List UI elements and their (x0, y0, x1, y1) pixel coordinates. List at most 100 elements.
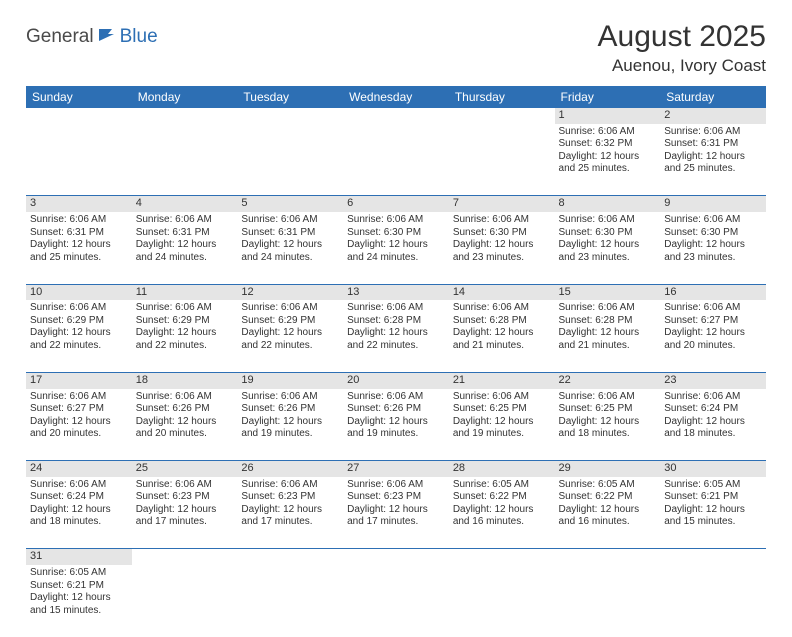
daynum-row: 12 (26, 108, 766, 124)
daylight-text: Daylight: 12 hours and 20 minutes. (136, 416, 234, 441)
sunset-text: Sunset: 6:31 PM (664, 138, 762, 151)
sunset-text: Sunset: 6:32 PM (559, 138, 657, 151)
daylight-text: Daylight: 12 hours and 24 minutes. (241, 239, 339, 264)
sunset-text: Sunset: 6:28 PM (453, 315, 551, 328)
sunset-text: Sunset: 6:28 PM (347, 315, 445, 328)
week-row: Sunrise: 6:05 AMSunset: 6:21 PMDaylight:… (26, 565, 766, 637)
sunset-text: Sunset: 6:25 PM (559, 403, 657, 416)
month-title: August 2025 (598, 20, 766, 54)
day-number-cell: 14 (449, 284, 555, 300)
day-cell: Sunrise: 6:06 AMSunset: 6:27 PMDaylight:… (26, 389, 132, 461)
sunset-text: Sunset: 6:30 PM (559, 227, 657, 240)
sunset-text: Sunset: 6:26 PM (347, 403, 445, 416)
daylight-text: Daylight: 12 hours and 23 minutes. (453, 239, 551, 264)
day-cell: Sunrise: 6:06 AMSunset: 6:23 PMDaylight:… (237, 477, 343, 549)
sunrise-text: Sunrise: 6:06 AM (559, 126, 657, 139)
daylight-text: Daylight: 12 hours and 23 minutes. (664, 239, 762, 264)
sunset-text: Sunset: 6:29 PM (136, 315, 234, 328)
day-cell: Sunrise: 6:06 AMSunset: 6:28 PMDaylight:… (449, 300, 555, 372)
day-number-cell: 1 (555, 108, 661, 124)
sunrise-text: Sunrise: 6:06 AM (30, 302, 128, 315)
daylight-text: Daylight: 12 hours and 22 minutes. (30, 327, 128, 352)
day-number-cell (660, 549, 766, 565)
sunrise-text: Sunrise: 6:05 AM (453, 479, 551, 492)
sunrise-text: Sunrise: 6:06 AM (347, 214, 445, 227)
day-cell (237, 124, 343, 196)
sunset-text: Sunset: 6:23 PM (347, 491, 445, 504)
day-cell: Sunrise: 6:06 AMSunset: 6:24 PMDaylight:… (26, 477, 132, 549)
day-cell: Sunrise: 6:05 AMSunset: 6:21 PMDaylight:… (26, 565, 132, 637)
day-number-cell: 12 (237, 284, 343, 300)
daylight-text: Daylight: 12 hours and 25 minutes. (559, 151, 657, 176)
sunrise-text: Sunrise: 6:06 AM (241, 391, 339, 404)
day-cell (237, 565, 343, 637)
day-cell (132, 565, 238, 637)
sunset-text: Sunset: 6:23 PM (241, 491, 339, 504)
day-cell: Sunrise: 6:06 AMSunset: 6:30 PMDaylight:… (343, 212, 449, 284)
sunset-text: Sunset: 6:30 PM (453, 227, 551, 240)
week-row: Sunrise: 6:06 AMSunset: 6:27 PMDaylight:… (26, 389, 766, 461)
daylight-text: Daylight: 12 hours and 17 minutes. (241, 504, 339, 529)
day-cell: Sunrise: 6:06 AMSunset: 6:29 PMDaylight:… (26, 300, 132, 372)
day-number-cell: 17 (26, 372, 132, 388)
sunrise-text: Sunrise: 6:06 AM (559, 214, 657, 227)
day-number-cell: 21 (449, 372, 555, 388)
day-cell: Sunrise: 6:06 AMSunset: 6:27 PMDaylight:… (660, 300, 766, 372)
daylight-text: Daylight: 12 hours and 18 minutes. (30, 504, 128, 529)
daynum-row: 3456789 (26, 196, 766, 212)
sunrise-text: Sunrise: 6:06 AM (559, 302, 657, 315)
logo: General Blue (26, 26, 158, 48)
sunrise-text: Sunrise: 6:05 AM (664, 479, 762, 492)
day-header: Sunday (26, 86, 132, 108)
day-number-cell (26, 108, 132, 124)
sunrise-text: Sunrise: 6:06 AM (453, 302, 551, 315)
daylight-text: Daylight: 12 hours and 24 minutes. (136, 239, 234, 264)
daylight-text: Daylight: 12 hours and 15 minutes. (30, 592, 128, 617)
day-number-cell (449, 108, 555, 124)
sunrise-text: Sunrise: 6:06 AM (30, 214, 128, 227)
day-header: Friday (555, 86, 661, 108)
daylight-text: Daylight: 12 hours and 19 minutes. (453, 416, 551, 441)
day-number-cell (343, 549, 449, 565)
calendar-table: SundayMondayTuesdayWednesdayThursdayFrid… (26, 86, 766, 637)
day-cell: Sunrise: 6:06 AMSunset: 6:31 PMDaylight:… (132, 212, 238, 284)
day-number-cell: 6 (343, 196, 449, 212)
daylight-text: Daylight: 12 hours and 19 minutes. (347, 416, 445, 441)
day-header: Monday (132, 86, 238, 108)
day-number-cell: 24 (26, 461, 132, 477)
sunrise-text: Sunrise: 6:06 AM (136, 479, 234, 492)
sunset-text: Sunset: 6:30 PM (347, 227, 445, 240)
sunrise-text: Sunrise: 6:06 AM (347, 479, 445, 492)
daylight-text: Daylight: 12 hours and 17 minutes. (136, 504, 234, 529)
logo-text-blue: Blue (120, 26, 158, 48)
sunrise-text: Sunrise: 6:06 AM (136, 302, 234, 315)
sunrise-text: Sunrise: 6:06 AM (241, 302, 339, 315)
sunrise-text: Sunrise: 6:06 AM (136, 391, 234, 404)
day-number-cell (555, 549, 661, 565)
sunrise-text: Sunrise: 6:05 AM (30, 567, 128, 580)
sunset-text: Sunset: 6:22 PM (453, 491, 551, 504)
week-row: Sunrise: 6:06 AMSunset: 6:29 PMDaylight:… (26, 300, 766, 372)
sunrise-text: Sunrise: 6:06 AM (347, 302, 445, 315)
daylight-text: Daylight: 12 hours and 24 minutes. (347, 239, 445, 264)
daynum-row: 10111213141516 (26, 284, 766, 300)
header: General Blue August 2025 Auenou, Ivory C… (26, 20, 766, 76)
location: Auenou, Ivory Coast (598, 56, 766, 76)
day-number-cell (237, 108, 343, 124)
day-number-cell: 18 (132, 372, 238, 388)
day-cell (449, 124, 555, 196)
sunset-text: Sunset: 6:28 PM (559, 315, 657, 328)
day-number-cell: 29 (555, 461, 661, 477)
sunset-text: Sunset: 6:29 PM (30, 315, 128, 328)
sunrise-text: Sunrise: 6:06 AM (559, 391, 657, 404)
sunrise-text: Sunrise: 6:06 AM (664, 126, 762, 139)
day-number-cell (343, 108, 449, 124)
day-number-cell: 2 (660, 108, 766, 124)
day-number-cell (237, 549, 343, 565)
day-cell: Sunrise: 6:05 AMSunset: 6:22 PMDaylight:… (555, 477, 661, 549)
sunrise-text: Sunrise: 6:06 AM (347, 391, 445, 404)
daylight-text: Daylight: 12 hours and 21 minutes. (559, 327, 657, 352)
day-number-cell: 30 (660, 461, 766, 477)
day-cell: Sunrise: 6:06 AMSunset: 6:25 PMDaylight:… (555, 389, 661, 461)
day-number-cell: 31 (26, 549, 132, 565)
